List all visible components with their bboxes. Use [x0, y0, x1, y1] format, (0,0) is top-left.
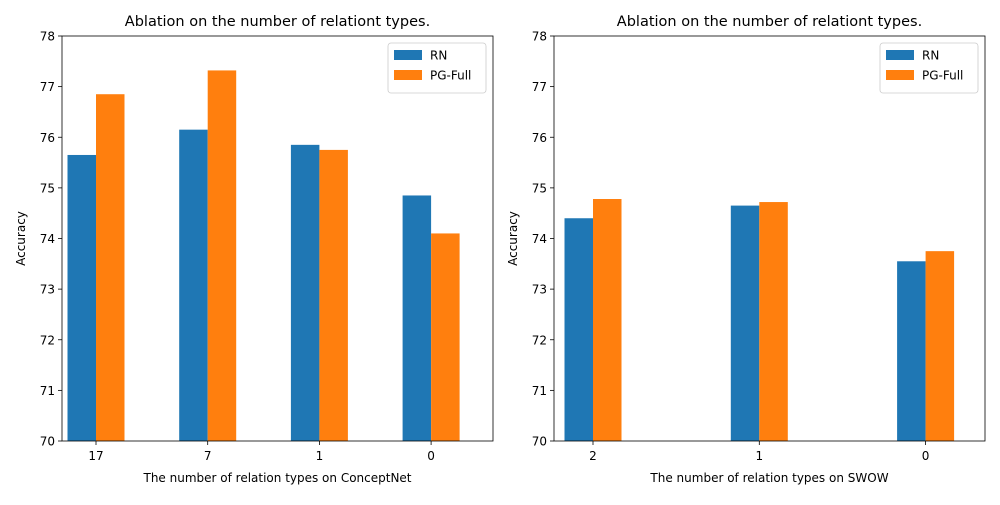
y-tick-label: 77	[40, 80, 55, 94]
x-tick-label: 1	[755, 449, 763, 463]
legend-swatch-pg-full	[886, 70, 914, 80]
bar-rn-1	[730, 205, 760, 441]
x-tick-label: 0	[427, 449, 435, 463]
y-axis-label: Accuracy	[506, 211, 520, 266]
legend-label-pg-full: PG-Full	[430, 69, 471, 83]
y-tick-label: 78	[40, 30, 55, 44]
y-tick-label: 70	[40, 435, 55, 449]
x-tick-label: 1	[316, 449, 324, 463]
legend: RN PG-Full	[879, 42, 979, 94]
y-tick-label: 73	[532, 283, 547, 297]
legend-swatch-rn	[394, 50, 422, 60]
y-tick-label: 70	[532, 435, 547, 449]
y-axis-label: Accuracy	[14, 211, 28, 266]
x-tick-label: 17	[88, 449, 103, 463]
chart-title: Ablation on the number of relationt type…	[617, 14, 922, 30]
bar-pg-full-17	[96, 94, 125, 441]
y-tick-label: 72	[40, 333, 55, 347]
x-axis-label: The number of relation types on SWOW	[649, 471, 888, 485]
legend-swatch-pg-full	[394, 70, 422, 80]
chart-title: Ablation on the number of relationt type…	[125, 14, 430, 30]
y-tick-label: 75	[532, 181, 547, 195]
y-tick-label: 71	[40, 384, 55, 398]
legend-swatch-rn	[886, 50, 914, 60]
y-tick-label: 76	[40, 131, 55, 145]
chart-panel-1: Ablation on the number of relationt type…	[14, 14, 494, 485]
y-tick-label: 74	[40, 232, 55, 246]
axes-frame	[553, 35, 986, 442]
y-tick-label: 75	[40, 181, 55, 195]
x-tick-label: 2	[589, 449, 597, 463]
axes-frame	[61, 35, 494, 442]
legend-label-pg-full: PG-Full	[922, 69, 963, 83]
y-tick-label: 76	[532, 131, 547, 145]
y-tick-label: 72	[532, 333, 547, 347]
bar-rn-7	[179, 129, 208, 441]
y-tick-label: 77	[532, 80, 547, 94]
bar-pg-full-1	[759, 202, 788, 441]
y-tick-label: 73	[40, 283, 55, 297]
legend-label-rn: RN	[430, 49, 447, 63]
bar-pg-full-2	[593, 199, 622, 441]
bar-rn-2	[564, 218, 593, 441]
bar-pg-full-0	[431, 233, 460, 441]
y-tick-label: 74	[532, 232, 547, 246]
x-tick-label: 7	[204, 449, 212, 463]
bar-rn-17	[67, 154, 96, 441]
bar-pg-full-0	[925, 251, 955, 441]
bar-pg-full-1	[319, 149, 348, 441]
bar-pg-full-7	[207, 70, 237, 442]
bar-rn-1	[290, 144, 320, 441]
x-axis-label: The number of relation types on ConceptN…	[142, 471, 411, 485]
y-tick-label: 78	[532, 30, 547, 44]
x-tick-label: 0	[922, 449, 930, 463]
y-tick-label: 71	[532, 384, 547, 398]
legend-label-rn: RN	[922, 49, 939, 63]
legend: RN PG-Full	[387, 42, 487, 94]
bar-rn-0	[402, 195, 432, 441]
bar-rn-0	[897, 261, 926, 441]
chart-panel-2: Ablation on the number of relationt type…	[506, 14, 986, 485]
